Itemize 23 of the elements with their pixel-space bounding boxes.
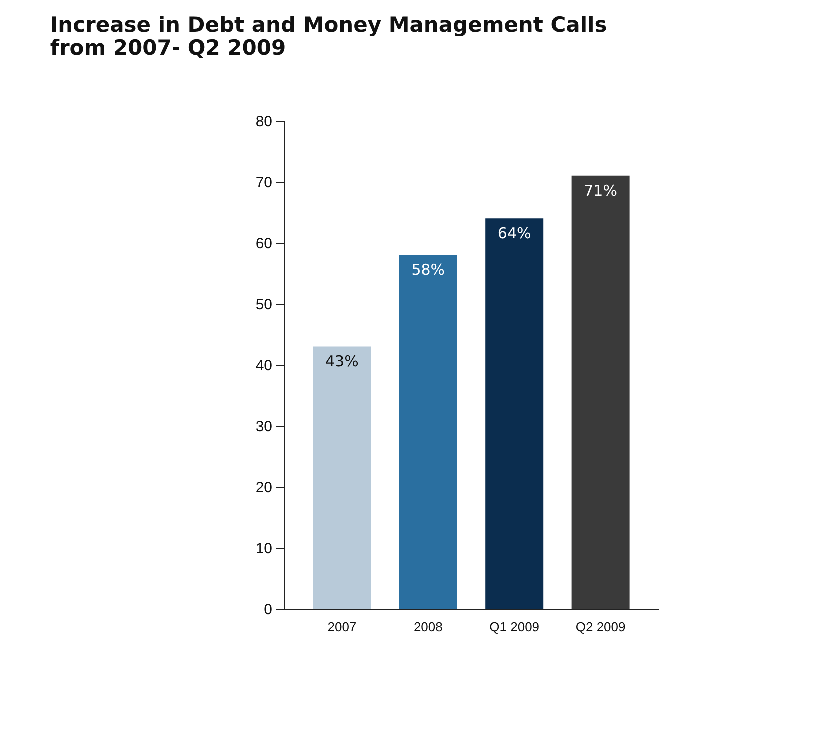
y-tick-label: 50 xyxy=(256,296,272,314)
bar xyxy=(399,255,458,609)
x-tick-label: Q2 2009 xyxy=(576,620,626,634)
y-tick-label: 20 xyxy=(256,480,272,496)
bar xyxy=(486,218,544,609)
x-tick-label: Q1 2009 xyxy=(490,620,540,634)
text: Increase in Debt and Money Management Calls xyxy=(50,13,608,37)
y-tick-label: 80 xyxy=(256,114,272,130)
y-tick-label: 0 xyxy=(264,602,272,618)
y-tick-label: 40 xyxy=(256,358,272,374)
y-tick-label: 60 xyxy=(256,236,272,252)
text: from 2007- Q2 2009 xyxy=(50,36,286,60)
bar xyxy=(572,176,630,609)
x-tick-label: 2007 xyxy=(328,620,357,634)
x-tick-label: 2008 xyxy=(414,620,443,634)
data-label: 64% xyxy=(498,224,532,243)
y-tick-label: 70 xyxy=(256,174,272,192)
data-label: 58% xyxy=(412,261,446,280)
y-tick-label: 30 xyxy=(256,418,272,436)
bar xyxy=(313,346,372,609)
y-tick-label: 10 xyxy=(256,540,272,558)
data-label: 43% xyxy=(326,352,359,371)
data-label: 71% xyxy=(584,182,618,200)
